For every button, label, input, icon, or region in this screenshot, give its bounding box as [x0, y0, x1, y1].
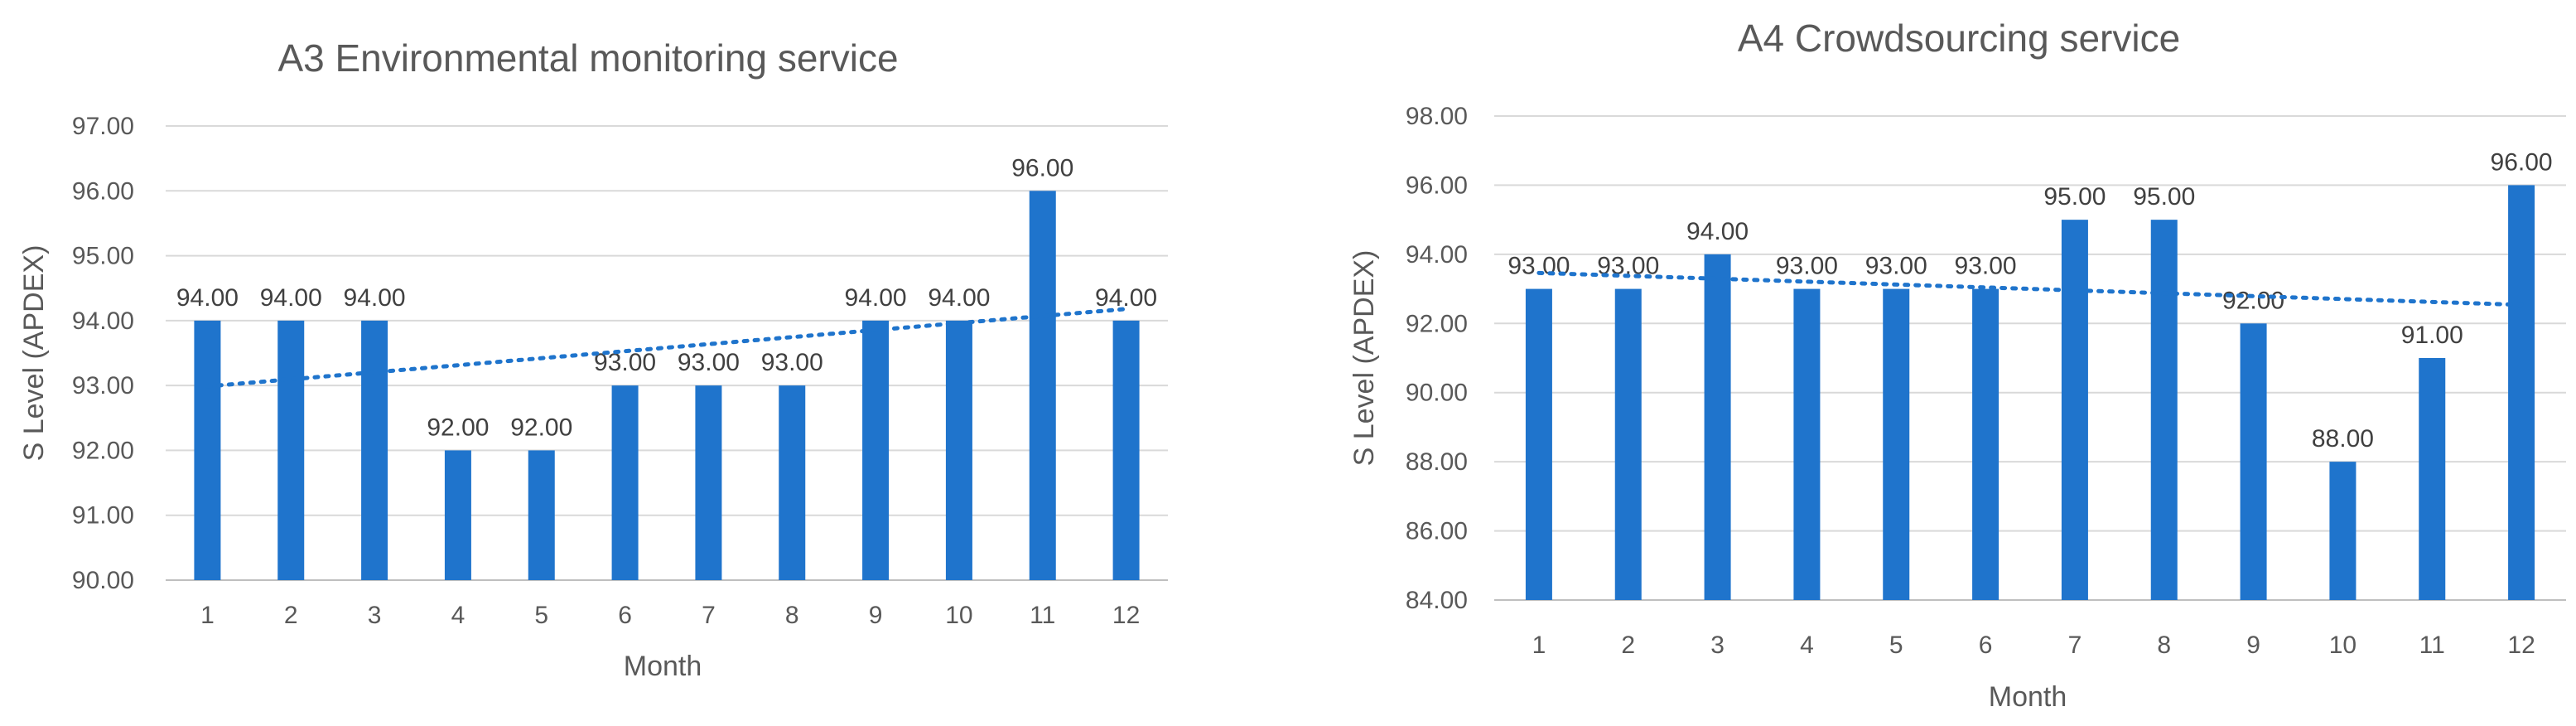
x-tick-label: 6 [1979, 632, 1993, 659]
data-label: 91.00 [2401, 322, 2463, 349]
bar [361, 320, 388, 580]
data-label: 95.00 [2043, 183, 2106, 211]
y-tick-label: 88.00 [1406, 448, 1468, 476]
x-tick-label: 5 [1889, 632, 1903, 659]
bar [2419, 358, 2446, 600]
bar [277, 320, 305, 580]
x-axis-title: Month [1989, 681, 2067, 713]
data-label: 94.00 [260, 284, 322, 312]
data-label: 94.00 [928, 284, 990, 312]
x-tick-label: 2 [1621, 632, 1635, 659]
y-tick-label: 98.00 [1406, 103, 1468, 130]
x-axis-title: Month [624, 651, 702, 682]
data-label: 93.00 [1865, 253, 1927, 280]
chart-title: A4 Crowdsourcing service [1738, 17, 2180, 60]
y-tick-label: 92.00 [1406, 310, 1468, 337]
bar [862, 320, 890, 580]
bar [779, 385, 806, 580]
chart-title: A3 Environmental monitoring service [277, 36, 898, 80]
y-tick-label: 86.00 [1406, 518, 1468, 545]
x-tick-label: 8 [785, 602, 799, 629]
data-label: 88.00 [2312, 425, 2374, 453]
y-axis-title: S Level (APDEX) [1348, 250, 1380, 467]
bar [611, 385, 639, 580]
data-label: 96.00 [2491, 148, 2553, 176]
x-tick-label: 9 [2246, 632, 2260, 659]
y-tick-label: 91.00 [72, 502, 134, 530]
bar [945, 320, 972, 580]
x-tick-label: 4 [1800, 632, 1814, 659]
bar [194, 320, 221, 580]
x-tick-label: 6 [618, 602, 632, 629]
bar [1112, 320, 1140, 580]
bar [1525, 288, 1552, 600]
data-label: 92.00 [510, 414, 572, 441]
trendline [205, 307, 1129, 389]
y-tick-label: 94.00 [1406, 241, 1468, 269]
data-label: 92.00 [427, 414, 489, 441]
trendline [1536, 270, 2524, 307]
bar [2508, 185, 2535, 600]
bar [444, 450, 471, 580]
data-label: 94.00 [1095, 284, 1157, 312]
x-tick-label: 3 [368, 602, 382, 629]
bar [2150, 220, 2178, 600]
plot-area: 90.00 91.00 92.00 93.00 94.00 95.00 96.00 97.00… [72, 113, 1168, 629]
data-label: 94.00 [1686, 218, 1749, 245]
x-tick-label: 3 [1710, 632, 1725, 659]
x-tick-label: 1 [200, 602, 215, 629]
y-axis-title: S Level (APDEX) [18, 245, 50, 462]
bar [695, 385, 722, 580]
y-tick-label: 97.00 [72, 113, 134, 140]
data-label: 95.00 [2133, 183, 2195, 211]
y-tick-label: 84.00 [1406, 587, 1468, 614]
data-label: 96.00 [1011, 154, 1073, 182]
x-tick-label: 10 [945, 602, 972, 629]
data-label: 94.00 [176, 284, 239, 312]
y-tick-label: 94.00 [72, 307, 134, 335]
y-tick-label: 92.00 [72, 437, 134, 464]
data-label: 93.00 [1776, 253, 1838, 280]
x-tick-label: 1 [1532, 632, 1546, 659]
x-tick-label: 11 [2419, 632, 2445, 659]
y-tick-label: 90.00 [1406, 380, 1468, 407]
bar [1704, 254, 1731, 600]
data-label: 92.00 [2222, 287, 2284, 314]
y-tick-label: 95.00 [72, 243, 134, 270]
data-label: 94.00 [344, 284, 406, 312]
x-tick-label: 4 [451, 602, 466, 629]
y-tick-label: 93.00 [72, 372, 134, 399]
x-tick-label: 10 [2329, 632, 2357, 659]
bar [2240, 323, 2267, 600]
x-tick-label: 9 [869, 602, 883, 629]
x-tick-label: 12 [2507, 632, 2535, 659]
y-tick-label: 96.00 [1406, 172, 1468, 199]
data-label: 93.00 [678, 349, 740, 376]
y-tick-label: 96.00 [72, 177, 134, 205]
bar [1793, 288, 1821, 600]
x-tick-label: 7 [2068, 632, 2082, 659]
bar [1614, 288, 1642, 600]
data-label: 93.00 [1955, 253, 2017, 280]
y-tick-label: 90.00 [72, 567, 134, 594]
bar [1029, 191, 1056, 581]
bar [528, 450, 555, 580]
data-label: 94.00 [845, 284, 907, 312]
bar [1883, 288, 1910, 600]
x-tick-label: 11 [1030, 602, 1055, 629]
x-tick-label: 12 [1112, 602, 1140, 629]
bar [2061, 220, 2088, 600]
x-tick-label: 2 [284, 602, 298, 629]
data-label: 93.00 [761, 349, 823, 376]
bar [2329, 462, 2357, 600]
bar [1972, 288, 2000, 600]
x-tick-label: 5 [534, 602, 548, 629]
x-tick-label: 8 [2157, 632, 2171, 659]
plot-area: 84.00 86.00 88.00 90.00 92.00 94.00 96.00 98.00… [1406, 103, 2566, 659]
x-tick-label: 7 [702, 602, 716, 629]
